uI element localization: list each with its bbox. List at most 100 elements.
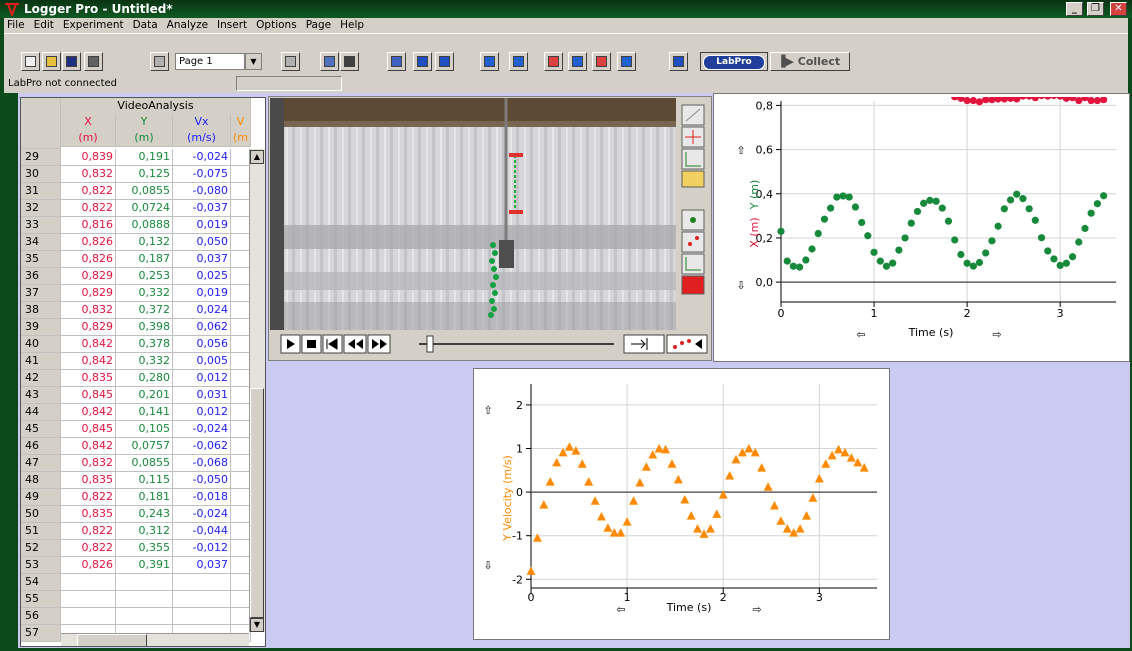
page-dropdown[interactable]: ▼ xyxy=(245,53,262,70)
row-number: 51 xyxy=(21,523,61,540)
toolbar-icon xyxy=(513,56,524,67)
toolbar-button[interactable] xyxy=(413,52,432,71)
toolbar-button[interactable] xyxy=(435,52,454,71)
point xyxy=(623,517,632,526)
toolbar-button[interactable] xyxy=(544,52,563,71)
tool-button[interactable] xyxy=(682,254,704,274)
curtain-band xyxy=(284,272,676,290)
axis-label: X (m) xyxy=(748,217,761,247)
status-panel xyxy=(236,76,342,91)
arrow-up: ⇧ xyxy=(736,144,745,157)
point xyxy=(565,442,574,451)
toolbar-button[interactable] xyxy=(281,52,300,71)
mass xyxy=(499,240,514,268)
point xyxy=(796,524,805,533)
tool-button[interactable] xyxy=(682,276,704,294)
table-cell: -0,062 xyxy=(173,438,231,455)
menu-item[interactable]: Insert xyxy=(217,18,247,33)
minimize-button[interactable]: _ xyxy=(1066,2,1083,16)
point xyxy=(815,474,824,483)
toolbar-button[interactable] xyxy=(509,52,528,71)
scroll-thumb[interactable] xyxy=(250,388,264,618)
playback-controls xyxy=(281,335,707,353)
table-cell xyxy=(231,574,251,591)
table-cell: 0,835 xyxy=(61,506,116,523)
close-button[interactable]: ✕ xyxy=(1110,2,1127,16)
scroll-down[interactable]: ▼ xyxy=(250,618,264,632)
point xyxy=(982,96,989,103)
row-number: 35 xyxy=(21,251,61,268)
menu-item[interactable]: Experiment xyxy=(63,18,124,33)
toolbar-button[interactable] xyxy=(617,52,636,71)
point xyxy=(1075,97,1082,104)
menu-bar: File Edit Experiment Data Analyze Insert Optio… xyxy=(4,18,1128,33)
point xyxy=(853,458,862,467)
tool-icon xyxy=(690,217,696,223)
toolbar-button[interactable] xyxy=(42,52,61,71)
point xyxy=(1044,247,1051,254)
collect-button[interactable]: ▐▶ Collect xyxy=(770,52,850,71)
table-cell: 0,829 xyxy=(61,319,116,336)
point xyxy=(591,496,600,505)
x-tick-label: 2 xyxy=(964,307,971,320)
table-cell xyxy=(231,251,251,268)
point xyxy=(784,258,791,265)
menu-item[interactable]: Help xyxy=(340,18,364,33)
point xyxy=(877,258,884,265)
table-cell: 0,845 xyxy=(61,421,116,438)
toolbar-button[interactable] xyxy=(592,52,611,71)
toolbar-button[interactable] xyxy=(62,52,81,71)
menu-item[interactable]: Edit xyxy=(34,18,54,33)
toolbar-button[interactable] xyxy=(150,52,169,71)
point xyxy=(1026,205,1033,212)
tool-button[interactable] xyxy=(682,171,704,187)
video-panel xyxy=(268,96,712,361)
labpro-button[interactable]: LabPro xyxy=(700,52,768,71)
table-cell xyxy=(231,268,251,285)
tool-button[interactable] xyxy=(682,232,704,252)
point xyxy=(895,246,902,253)
table-cell: 0,845 xyxy=(61,387,116,404)
toolbar-button[interactable] xyxy=(320,52,339,71)
menu-item[interactable]: Data xyxy=(133,18,158,33)
toolbar-button[interactable] xyxy=(21,52,40,71)
point xyxy=(1019,195,1026,202)
menu-item[interactable]: Analyze xyxy=(167,18,208,33)
point xyxy=(802,256,809,263)
row-number: 38 xyxy=(21,302,61,319)
toolbar-button[interactable] xyxy=(387,52,406,71)
table-cell xyxy=(231,472,251,489)
toolbar-button[interactable] xyxy=(669,52,688,71)
scroll-thumb[interactable] xyxy=(77,634,147,647)
toolbar-button[interactable] xyxy=(340,52,359,71)
row-number: 29 xyxy=(21,149,61,166)
row-number: 49 xyxy=(21,489,61,506)
table-cell: 0,398 xyxy=(116,319,173,336)
page-select[interactable]: Page 1 xyxy=(175,53,245,70)
toolbar-button[interactable] xyxy=(480,52,499,71)
point xyxy=(1063,260,1070,267)
table-cell xyxy=(231,370,251,387)
scroll-up[interactable]: ▲ xyxy=(250,150,264,164)
menu-item[interactable]: File xyxy=(7,18,25,33)
table-cell xyxy=(116,591,173,608)
toolbar-icon xyxy=(572,56,583,67)
table-cell: 0,019 xyxy=(173,217,231,234)
column-name: X xyxy=(61,114,116,131)
point xyxy=(914,208,921,215)
table-cell xyxy=(231,438,251,455)
toolbar-button[interactable] xyxy=(84,52,103,71)
row-number: 41 xyxy=(21,353,61,370)
table-cell xyxy=(231,353,251,370)
slider-thumb[interactable] xyxy=(427,336,433,352)
table-cell: -0,050 xyxy=(173,472,231,489)
arrow-up: ⇧ xyxy=(483,404,492,417)
table-cell: -0,075 xyxy=(173,166,231,183)
point xyxy=(957,251,964,258)
menu-item[interactable]: Page xyxy=(306,18,331,33)
restore-button[interactable]: ❐ xyxy=(1087,2,1104,16)
point xyxy=(527,566,536,575)
menu-item[interactable]: Options xyxy=(256,18,297,33)
toolbar-button[interactable] xyxy=(568,52,587,71)
